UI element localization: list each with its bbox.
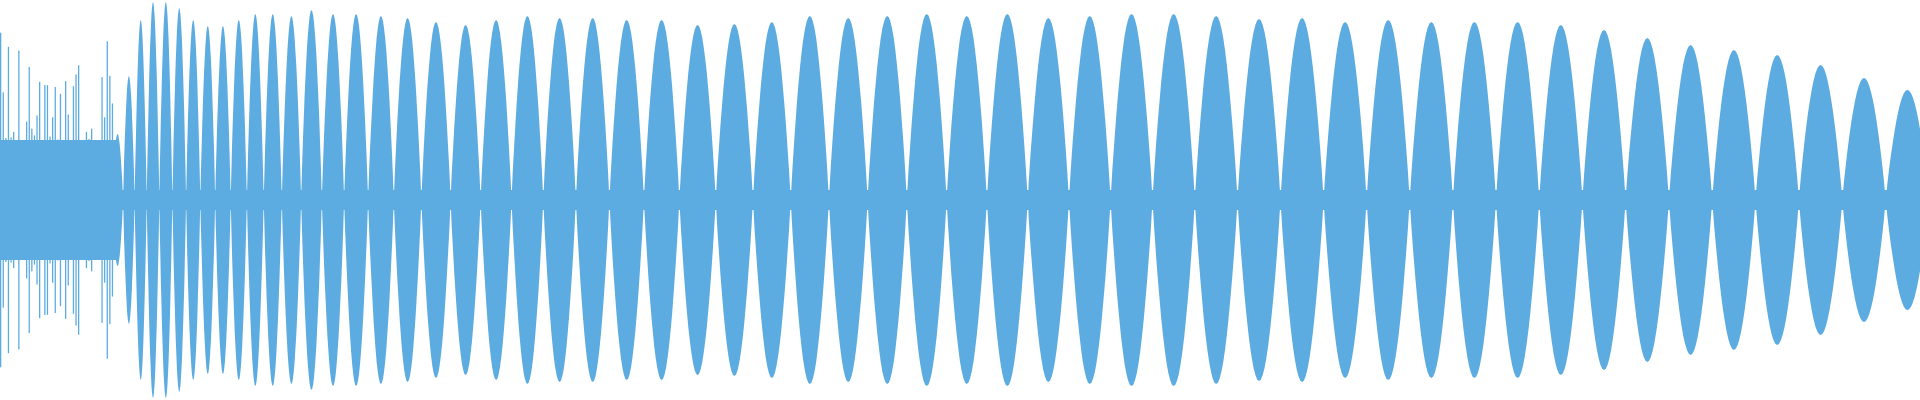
waveform-baseline: [0, 190, 1920, 210]
